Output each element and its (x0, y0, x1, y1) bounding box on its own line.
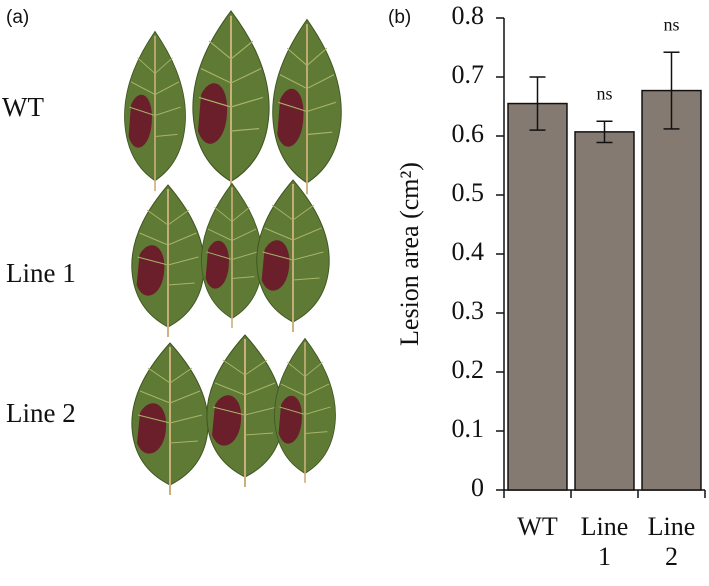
y-tick-label: 0.8 (452, 1, 485, 30)
error-bar (663, 51, 680, 130)
x-tick-label: Line 1 (580, 512, 629, 571)
y-tick-label: 0.2 (452, 355, 485, 384)
annotation: ns (596, 83, 612, 103)
row-label: Line 2 (6, 398, 76, 428)
y-tick-label: 0.3 (452, 296, 485, 325)
error-bar (529, 76, 546, 131)
y-axis-label: Lesion area (cm²) (395, 162, 424, 346)
y-tick-label: 0.6 (452, 119, 485, 148)
x-tick-label: WT (517, 512, 558, 541)
bar (507, 102, 568, 491)
panel-label: (b) (388, 7, 411, 28)
error-bar (596, 120, 613, 144)
leaf-photos (123, 9, 343, 496)
y-tick-label: 0 (471, 473, 484, 502)
y-tick-label: 0.1 (452, 414, 485, 443)
y-tick-label: 0.5 (452, 178, 485, 207)
panel-label: (a) (6, 7, 29, 28)
bar (574, 131, 635, 491)
y-tick-label: 0.4 (452, 237, 485, 266)
annotation: ns (663, 14, 679, 34)
y-tick-label: 0.7 (452, 60, 485, 89)
bar (641, 89, 702, 491)
row-label: Line 1 (6, 258, 76, 288)
x-tick-label: Line 2 (647, 512, 696, 571)
row-label: WT (2, 92, 44, 122)
